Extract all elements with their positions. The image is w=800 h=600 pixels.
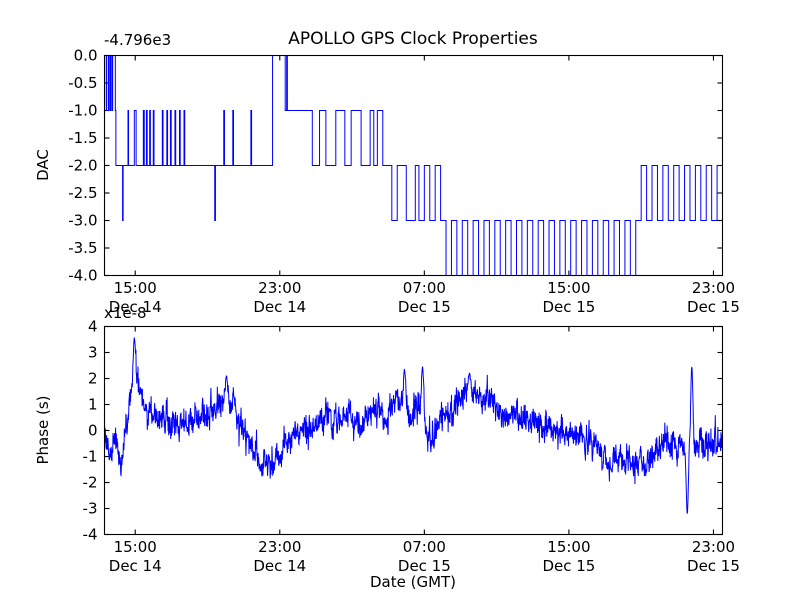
y-tick-label: 0 <box>88 422 98 440</box>
top-axes-frame <box>103 54 724 277</box>
y-tick-label: -2.5 <box>68 184 97 202</box>
top-axes-group: APOLLO GPS Clock Properties -4.796e3 0.0… <box>34 29 740 316</box>
bottom-axes-offset-text: x1e-8 <box>104 304 147 322</box>
bottom-axes-ticks <box>104 325 723 536</box>
x-tick-label-date: Dec 15 <box>398 298 451 316</box>
y-tick-label: -2.0 <box>68 157 97 175</box>
x-tick-label-date: Dec 15 <box>542 557 595 575</box>
y-tick-label: 0.0 <box>74 47 98 65</box>
x-tick-label-date: Dec 14 <box>253 557 306 575</box>
x-tick-label-date: Dec 15 <box>687 298 740 316</box>
y-tick-label: -4 <box>83 526 98 544</box>
x-tick-label-time: 15:00 <box>114 538 157 556</box>
y-tick-label: 3 <box>88 344 98 362</box>
y-tick-label: 4 <box>88 318 98 336</box>
dac-series-line <box>104 55 723 276</box>
x-tick-label-date: Dec 14 <box>109 557 162 575</box>
x-tick-label-date: Dec 14 <box>109 298 162 316</box>
x-tick-label-time: 15:00 <box>114 279 157 297</box>
bottom-axes-frame <box>103 325 724 536</box>
bottom-axes-ylabel: Phase (s) <box>34 395 52 464</box>
x-tick-label-date: Dec 15 <box>542 298 595 316</box>
y-tick-label: 1 <box>88 396 98 414</box>
x-tick-label-time: 15:00 <box>547 538 590 556</box>
page-title: APOLLO GPS Clock Properties <box>288 29 538 49</box>
y-tick-label: 2 <box>88 370 98 388</box>
y-tick-label: -3.0 <box>68 212 97 230</box>
y-tick-label: -0.5 <box>68 74 97 92</box>
x-tick-label-time: 07:00 <box>403 538 446 556</box>
x-tick-label-time: 23:00 <box>692 538 735 556</box>
y-tick-label: -1.5 <box>68 129 97 147</box>
x-tick-label-time: 23:00 <box>258 538 301 556</box>
x-tick-label-date: Dec 15 <box>687 557 740 575</box>
y-tick-label: -1 <box>83 448 98 466</box>
x-tick-label-time: 23:00 <box>692 279 735 297</box>
x-tick-label-time: 23:00 <box>258 279 301 297</box>
y-tick-label: -2 <box>83 474 98 492</box>
y-tick-label: -3.5 <box>68 239 97 257</box>
x-tick-label-date: Dec 15 <box>398 557 451 575</box>
y-tick-label: -3 <box>83 500 98 518</box>
y-tick-label: -1.0 <box>68 102 97 120</box>
y-tick-label: -4.0 <box>68 267 97 285</box>
top-axes-ylabel: DAC <box>34 149 52 181</box>
x-tick-label-date: Dec 14 <box>253 298 306 316</box>
x-tick-label-time: 15:00 <box>547 279 590 297</box>
x-tick-label-time: 07:00 <box>403 279 446 297</box>
phase-series-line <box>104 336 723 514</box>
top-axes-offset-text: -4.796e3 <box>104 31 171 49</box>
top-axes-tick-labels: 0.0 -0.5 -1.0 -1.5 -2.0 -2.5 -3.0 -3.5 -4.0 15:00… <box>68 47 740 317</box>
bottom-axes-xlabel: Date (GMT) <box>370 573 456 591</box>
